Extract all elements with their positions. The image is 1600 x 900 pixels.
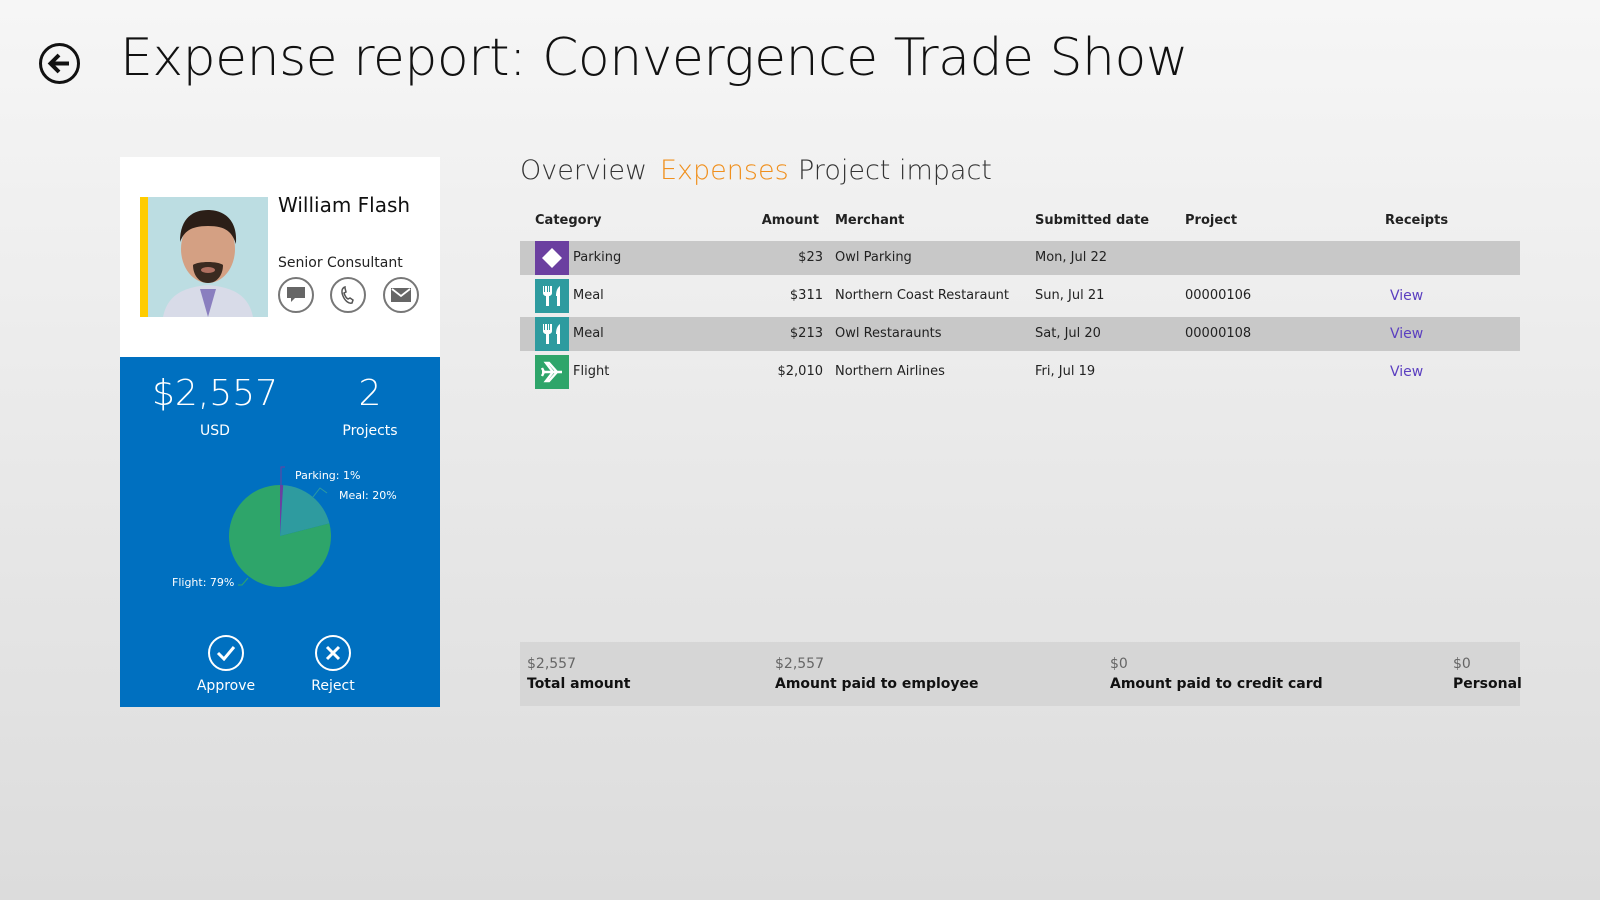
reject-label: Reject <box>311 678 355 694</box>
page-title: Expense report: Convergence Trade Show <box>120 28 1188 88</box>
pie-label-parking: Parking: 1% <box>295 469 361 482</box>
cell-merchant: Owl Parking <box>835 250 912 265</box>
expense-pie-chart <box>229 466 331 587</box>
approve-label: Approve <box>196 678 256 694</box>
message-icon <box>287 287 305 302</box>
total-label: Amount paid to credit card <box>1110 676 1323 692</box>
total-label: Total amount <box>527 676 631 692</box>
arrow-left-icon <box>47 53 69 74</box>
cell-merchant: Northern Airlines <box>835 364 945 379</box>
column-header-merchant: Merchant <box>835 213 905 228</box>
accent-stripe <box>140 197 148 317</box>
cell-project: 00000108 <box>1185 326 1252 341</box>
column-header-category: Category <box>535 213 602 228</box>
fork-knife-icon <box>535 279 569 313</box>
pie-label-flight: Flight: 79% <box>172 576 235 589</box>
mail-icon <box>391 288 411 302</box>
total-amount: $2,557 <box>152 373 278 414</box>
column-header-amount: Amount <box>761 213 819 228</box>
phone-icon <box>341 285 354 304</box>
view-receipt-link[interactable]: View <box>1390 364 1424 380</box>
table-row[interactable]: Meal $213 Owl Restaraunts Sat, Jul 20 00… <box>520 317 1520 351</box>
total-value: $0 <box>1453 656 1471 672</box>
total-label: Personal <box>1453 676 1522 692</box>
call-button[interactable] <box>330 277 366 313</box>
project-count: 2 <box>358 373 382 414</box>
back-button[interactable] <box>39 43 80 84</box>
checkmark-icon <box>216 646 236 661</box>
cell-merchant: Owl Restaraunts <box>835 326 942 341</box>
view-receipt-link[interactable]: View <box>1390 288 1424 304</box>
employee-name: William Flash <box>278 193 411 217</box>
pie-leader-line <box>238 577 249 586</box>
column-header-project: Project <box>1185 213 1238 228</box>
message-button[interactable] <box>278 277 314 313</box>
cell-date: Fri, Jul 19 <box>1035 364 1096 379</box>
close-icon <box>325 645 341 661</box>
cell-date: Sat, Jul 20 <box>1035 326 1101 341</box>
total-label: Amount paid to employee <box>775 676 979 692</box>
employee-card: William Flash Senior Consultant $2,557 U… <box>120 157 440 707</box>
column-header-date: Submitted date <box>1035 213 1150 228</box>
cell-category: Flight <box>573 364 610 379</box>
pie-label-meal: Meal: 20% <box>339 489 397 502</box>
cell-amount: $311 <box>789 288 823 303</box>
email-button[interactable] <box>383 277 419 313</box>
pie-leader-line <box>280 466 285 485</box>
cell-amount: $213 <box>789 326 823 341</box>
cell-project: 00000106 <box>1185 288 1252 303</box>
parking-icon <box>535 241 569 275</box>
avatar <box>148 197 268 317</box>
view-receipt-link[interactable]: View <box>1390 326 1424 342</box>
cell-amount: $23 <box>798 250 823 265</box>
tab-project-impact[interactable]: Project impact <box>798 155 992 186</box>
totals-bar: $2,557 Total amount $2,557 Amount paid to e… <box>520 642 1522 706</box>
summary-panel: $2,557 USD 2 Projects Parking: 1% Meal: … <box>120 357 440 707</box>
pie-slice-flight <box>229 485 331 587</box>
cell-merchant: Northern Coast Restaraunt <box>835 288 1010 303</box>
total-value: $0 <box>1110 656 1128 672</box>
cell-amount: $2,010 <box>777 364 824 379</box>
fork-knife-icon <box>535 317 569 351</box>
table-row[interactable]: Parking $23 Owl Parking Mon, Jul 22 <box>520 241 1520 275</box>
total-value: $2,557 <box>527 656 576 672</box>
table-row[interactable]: Flight $2,010 Northern Airlines Fri, Jul… <box>520 355 1520 389</box>
approve-button[interactable]: Approve <box>186 635 266 694</box>
projects-label: Projects <box>342 423 398 439</box>
tab-expenses[interactable]: Expenses <box>660 155 789 186</box>
pie-leader-line <box>312 487 328 498</box>
cell-date: Sun, Jul 21 <box>1035 288 1105 303</box>
cell-category: Meal <box>573 326 604 341</box>
cell-category: Meal <box>573 288 604 303</box>
table-row[interactable]: Meal $311 Northern Coast Restaraunt Sun,… <box>520 279 1520 313</box>
reject-button[interactable]: Reject <box>293 635 373 694</box>
currency-label: USD <box>200 423 230 439</box>
cell-date: Mon, Jul 22 <box>1035 250 1108 265</box>
column-header-receipts: Receipts <box>1385 213 1449 228</box>
airplane-icon <box>535 355 569 389</box>
total-value: $2,557 <box>775 656 824 672</box>
tab-overview[interactable]: Overview <box>520 155 648 186</box>
pie-slice-meal <box>280 485 330 536</box>
cell-category: Parking <box>573 250 622 265</box>
employee-role: Senior Consultant <box>278 255 403 271</box>
pie-slice-parking <box>280 485 284 536</box>
